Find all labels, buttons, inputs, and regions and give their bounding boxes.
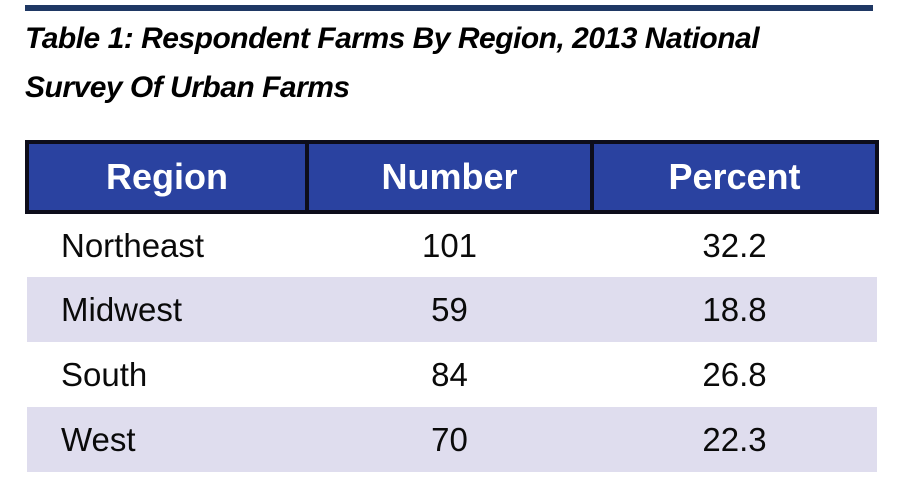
cell-region: South <box>61 355 148 393</box>
cell-percent: 22.3 <box>702 420 767 458</box>
table-row: Northeast 101 32.2 <box>27 212 877 277</box>
table-caption-line1: Table 1: Respondent Farms By Region, 201… <box>25 22 760 55</box>
cell-number: 101 <box>421 226 478 264</box>
cell-percent: 18.8 <box>702 290 767 328</box>
cell-region: Northeast <box>61 226 205 264</box>
table-row: West 70 22.3 <box>27 407 877 472</box>
cell-number: 70 <box>431 420 468 458</box>
header-row: Region Number Percent <box>25 140 879 214</box>
cell-percent: 32.2 <box>702 226 767 264</box>
table-row: Midwest 59 18.8 <box>27 277 877 342</box>
column-header-region: Region <box>25 140 309 214</box>
farms-by-region-table: Region Number Percent Northeast 101 32.2 Mi… <box>25 140 879 472</box>
table-row: South 84 26.8 <box>27 342 877 407</box>
cell-region: Midwest <box>61 290 183 328</box>
table-caption: Table 1: Respondent Farms By Region, 201… <box>25 14 885 112</box>
cell-region: West <box>61 420 136 458</box>
table-caption-line2: Survey Of Urban Farms <box>25 71 350 104</box>
top-rule-divider <box>25 5 873 11</box>
table-body: Northeast 101 32.2 Midwest 59 18.8 South 84 26.8… <box>27 212 877 472</box>
column-header-percent: Percent <box>590 140 879 214</box>
cell-number: 59 <box>431 290 468 328</box>
column-header-number: Number <box>305 140 594 214</box>
cell-number: 84 <box>431 355 468 393</box>
cell-percent: 26.8 <box>702 355 767 393</box>
